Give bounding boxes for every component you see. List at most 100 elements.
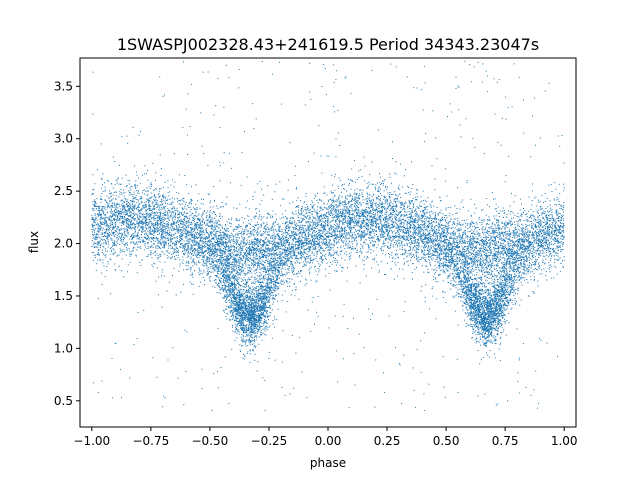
data-point — [111, 234, 113, 236]
data-point — [386, 200, 388, 202]
data-point — [442, 271, 444, 273]
data-point — [180, 222, 181, 224]
data-point — [389, 256, 390, 258]
data-point — [181, 203, 183, 205]
data-point — [212, 285, 214, 287]
data-point — [335, 204, 337, 206]
data-point — [462, 231, 464, 233]
data-point — [517, 255, 519, 257]
data-point — [464, 262, 466, 264]
data-point — [214, 241, 216, 243]
data-point — [160, 226, 162, 228]
data-point — [462, 253, 464, 255]
data-point — [203, 255, 205, 257]
data-point — [527, 230, 529, 232]
data-point — [471, 259, 473, 261]
data-point — [459, 235, 461, 237]
data-point — [550, 264, 551, 266]
data-point — [265, 248, 267, 250]
data-point — [556, 235, 558, 237]
data-point — [260, 215, 262, 217]
data-point — [270, 267, 272, 269]
data-point — [209, 254, 210, 256]
data-point — [266, 222, 268, 224]
data-point — [251, 244, 253, 246]
data-point — [144, 246, 146, 248]
data-point — [441, 217, 443, 219]
data-point — [363, 230, 365, 232]
data-point — [370, 224, 372, 226]
data-point — [120, 233, 122, 235]
data-point — [361, 209, 363, 211]
data-point — [111, 223, 113, 225]
data-point — [509, 255, 511, 257]
data-point — [310, 260, 312, 262]
data-point — [120, 211, 122, 212]
data-point — [251, 259, 252, 261]
data-point — [152, 206, 154, 208]
data-point — [97, 212, 99, 214]
data-point — [454, 244, 456, 245]
data-point — [466, 255, 468, 257]
data-point — [483, 263, 485, 265]
data-point — [312, 225, 314, 227]
data-point — [236, 247, 237, 249]
data-point — [141, 207, 143, 209]
data-point — [107, 250, 109, 252]
data-point — [119, 205, 121, 207]
data-point — [518, 233, 520, 235]
data-point — [126, 210, 127, 212]
data-point — [484, 249, 486, 251]
data-point — [329, 232, 331, 234]
data-point — [136, 221, 138, 223]
data-point — [419, 205, 421, 207]
data-point — [501, 221, 503, 223]
data-point — [437, 242, 439, 244]
data-point — [535, 259, 537, 261]
data-point — [257, 267, 258, 268]
data-point — [555, 248, 557, 250]
data-point — [343, 221, 345, 223]
data-point — [224, 277, 226, 279]
data-point — [351, 168, 353, 170]
data-point — [421, 240, 423, 242]
data-point — [170, 237, 172, 239]
data-point — [467, 263, 469, 265]
data-point — [504, 244, 506, 246]
data-point — [325, 243, 327, 245]
data-point — [99, 237, 101, 239]
data-point — [146, 218, 148, 220]
data-point — [342, 245, 344, 247]
data-point — [293, 231, 295, 233]
data-point — [414, 218, 416, 220]
data-point — [356, 197, 358, 199]
data-point — [559, 257, 561, 259]
data-point — [196, 237, 197, 239]
data-point — [227, 263, 228, 264]
data-point — [208, 236, 210, 238]
data-point — [539, 215, 540, 216]
data-point — [457, 244, 459, 245]
data-point — [534, 220, 536, 222]
data-point — [551, 243, 553, 245]
data-point — [331, 225, 333, 227]
data-point — [531, 222, 533, 224]
data-point — [243, 257, 244, 259]
data-point — [454, 268, 456, 270]
data-point — [421, 250, 423, 252]
data-point — [220, 236, 222, 238]
data-point — [558, 216, 560, 218]
data-point — [519, 235, 520, 237]
data-point — [403, 204, 405, 206]
data-point — [134, 229, 136, 230]
data-point — [272, 247, 274, 249]
data-point — [508, 251, 510, 253]
data-point — [472, 237, 474, 239]
data-point — [395, 232, 397, 233]
data-point — [540, 220, 542, 222]
data-point — [498, 267, 500, 269]
data-point — [311, 226, 313, 228]
data-point — [254, 277, 256, 279]
data-point — [414, 233, 416, 235]
data-point — [387, 242, 389, 244]
